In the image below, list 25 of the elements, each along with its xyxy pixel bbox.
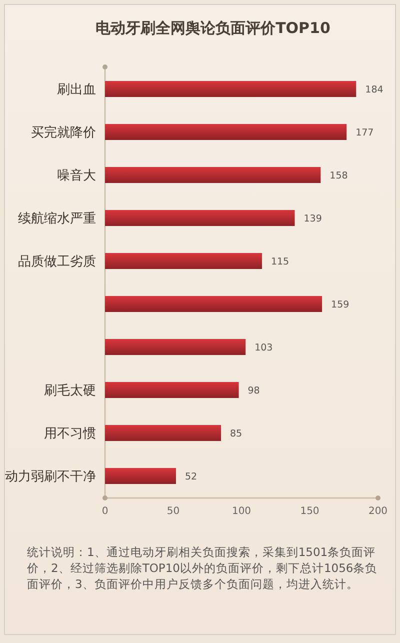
data-label: 177 — [356, 128, 374, 138]
x-tick-label: 150 — [300, 506, 320, 517]
data-label: 139 — [304, 214, 322, 224]
data-label: 52 — [184, 472, 198, 482]
data-label: 85 — [230, 428, 242, 440]
y-tick-label: 刷出血 — [57, 82, 96, 98]
x-tick-label: 200 — [368, 506, 388, 517]
y-tick-label: 买完就降价 — [31, 124, 96, 140]
y-tick-label: 动力弱刷不干净 — [5, 470, 96, 484]
data-label: 103 — [254, 342, 273, 354]
x-tick-label: 0 — [102, 506, 108, 517]
x-tick-label: 50 — [166, 506, 180, 517]
data-label: 184 — [365, 84, 384, 96]
y-tick-label: 续航缩水严重 — [18, 212, 96, 226]
chart-title: 电动牙刷全网舆论负面评价TOP10 — [96, 19, 330, 37]
data-label: 98 — [248, 386, 260, 396]
y-tick-label: 刷毛太硬 — [44, 384, 96, 398]
data-label: 158 — [330, 170, 348, 182]
x-tick-label: 100 — [232, 506, 252, 517]
text: 统计说明：1、通过电动牙刷相关负面搜索，采集到1501条负面评价，2、经过筛选剔除TOP10以外的负面评价，剩下总计1056条负面评价，3、负面评价中用户反馈多个负面问题，均进入统计。 — [27, 544, 378, 592]
y-tick-label: 噪音大 — [57, 168, 96, 184]
y-tick-label: 品质做工劣质 — [18, 254, 96, 270]
data-label: 159 — [331, 300, 350, 310]
y-tick-label: 用不习惯 — [44, 426, 96, 442]
data-label: 115 — [270, 256, 290, 268]
